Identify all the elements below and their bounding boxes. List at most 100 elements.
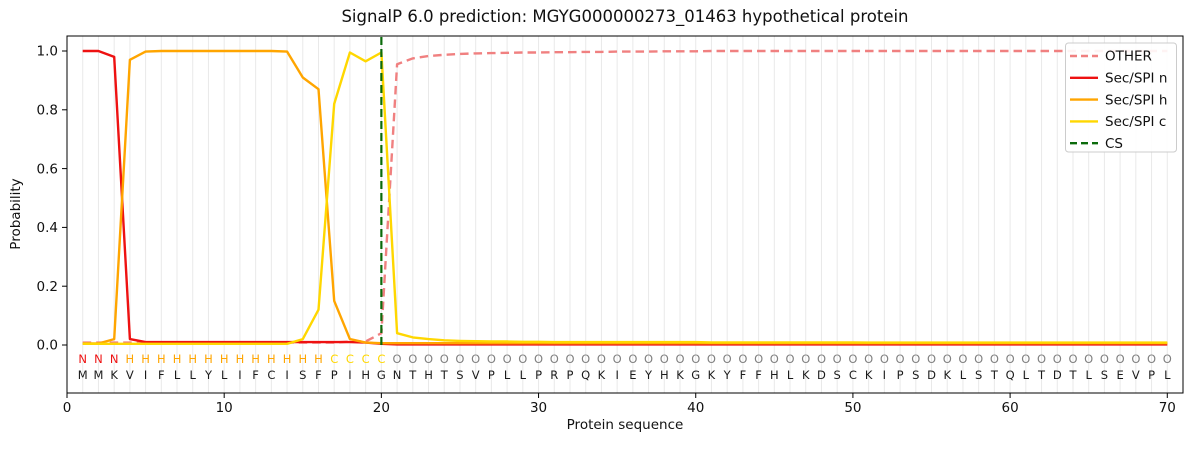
region-letter: O [597, 352, 606, 366]
region-letter: O [1100, 352, 1109, 366]
region-letter: H [314, 352, 323, 366]
region-letter: O [1037, 352, 1046, 366]
sequence-letter: V [1132, 368, 1140, 382]
sequence-letter: H [770, 368, 779, 382]
sequence-letter: V [126, 368, 134, 382]
region-letter: H [298, 352, 307, 366]
sequence-letter: S [975, 368, 982, 382]
region-letter: O [628, 352, 637, 366]
x-tick-label: 40 [687, 400, 704, 416]
sequence-letter: I [238, 368, 241, 382]
sequence-letter: P [535, 368, 542, 382]
sequence-letter: L [1085, 368, 1092, 382]
x-tick-label: 30 [530, 400, 547, 416]
y-tick-label: 0.4 [37, 220, 58, 236]
region-letter: O [675, 352, 684, 366]
region-letter: O [927, 352, 936, 366]
x-axis-label: Protein sequence [566, 417, 684, 433]
sequence-letter: L [174, 368, 181, 382]
region-letter: O [848, 352, 857, 366]
series-line-other [82, 49, 1168, 344]
region-letter: O [974, 352, 983, 366]
sequence-letter: C [267, 368, 275, 382]
sequence-letter: P [488, 368, 495, 382]
sequence-letter: L [221, 368, 228, 382]
y-tick-label: 0.6 [37, 161, 58, 177]
legend-box [1065, 42, 1177, 153]
sequence-letter: C [849, 368, 857, 382]
sequence-letter: M [78, 368, 88, 382]
region-letter: H [126, 352, 135, 366]
region-letter: O [990, 352, 999, 366]
x-tick-label: 0 [63, 400, 72, 416]
sequence-letter: Y [644, 368, 653, 382]
region-letter: O [503, 352, 512, 366]
region-letter: N [110, 352, 119, 366]
region-letter: H [141, 352, 150, 366]
sequence-letter: F [158, 368, 165, 382]
sequence-letter: Y [204, 368, 213, 382]
gridlines [82, 36, 1168, 393]
x-tick-label: 60 [1002, 400, 1019, 416]
region-letter: O [660, 352, 669, 366]
sequence-letter: T [440, 368, 449, 382]
region-letter: O [471, 352, 480, 366]
x-axis-ticks: 0 10 20 30 40 50 60 70 [63, 393, 1176, 416]
sequence-letter: P [1148, 368, 1155, 382]
sequence-letter: S [1101, 368, 1108, 382]
series-line-sec-spi-c [82, 51, 1168, 345]
sequence-letter: T [990, 368, 999, 382]
region-letter: C [377, 352, 385, 366]
region-letter: O [770, 352, 779, 366]
sequence-letter: V [472, 368, 480, 382]
sequence-letter: I [285, 368, 288, 382]
sequence-letter: T [1037, 368, 1046, 382]
series-line-sec-spi-h [82, 49, 1168, 345]
region-letter: H [157, 352, 166, 366]
sequence-letter: S [834, 368, 841, 382]
sequence-letter: S [299, 368, 306, 382]
sequence-letter: T [1068, 368, 1077, 382]
region-letter: H [236, 352, 245, 366]
sequence-letter: Q [581, 368, 590, 382]
sequence-letter: I [883, 368, 886, 382]
region-letter: O [518, 352, 527, 366]
region-letter: O [1084, 352, 1093, 366]
region-letter: O [896, 352, 905, 366]
legend-label: CS [1105, 136, 1123, 152]
x-tick-label: 20 [373, 400, 390, 416]
region-letter: O [408, 352, 417, 366]
region-letter: C [330, 352, 338, 366]
region-letter: O [644, 352, 653, 366]
region-letter: H [267, 352, 276, 366]
sequence-letter: S [456, 368, 463, 382]
region-letter: O [833, 352, 842, 366]
sequence-letter: G [377, 368, 386, 382]
region-letter: O [1068, 352, 1077, 366]
region-letter: H [283, 352, 292, 366]
region-letter: O [534, 352, 543, 366]
sequence-letter: P [331, 368, 338, 382]
region-letter: O [786, 352, 795, 366]
region-letter: H [173, 352, 182, 366]
sequence-letter: K [676, 368, 684, 382]
y-tick-label: 0.2 [37, 279, 58, 295]
region-letter: O [1053, 352, 1062, 366]
y-tick-label: 0.8 [37, 103, 58, 119]
sequence-letter: I [144, 368, 147, 382]
sequence-letter: H [660, 368, 669, 382]
y-axis-ticks: 0.0 0.2 0.4 0.6 0.8 1.0 [37, 44, 67, 354]
region-letter: O [1116, 352, 1125, 366]
sequence-letter: K [943, 368, 951, 382]
region-letter: O [817, 352, 826, 366]
sequence-letter: H [361, 368, 370, 382]
sequence-letter: D [817, 368, 826, 382]
region-letter: O [440, 352, 449, 366]
sequence-letter: K [598, 368, 606, 382]
x-tick-label: 50 [844, 400, 861, 416]
sequence-letter: I [615, 368, 618, 382]
axes-box [66, 35, 1184, 394]
